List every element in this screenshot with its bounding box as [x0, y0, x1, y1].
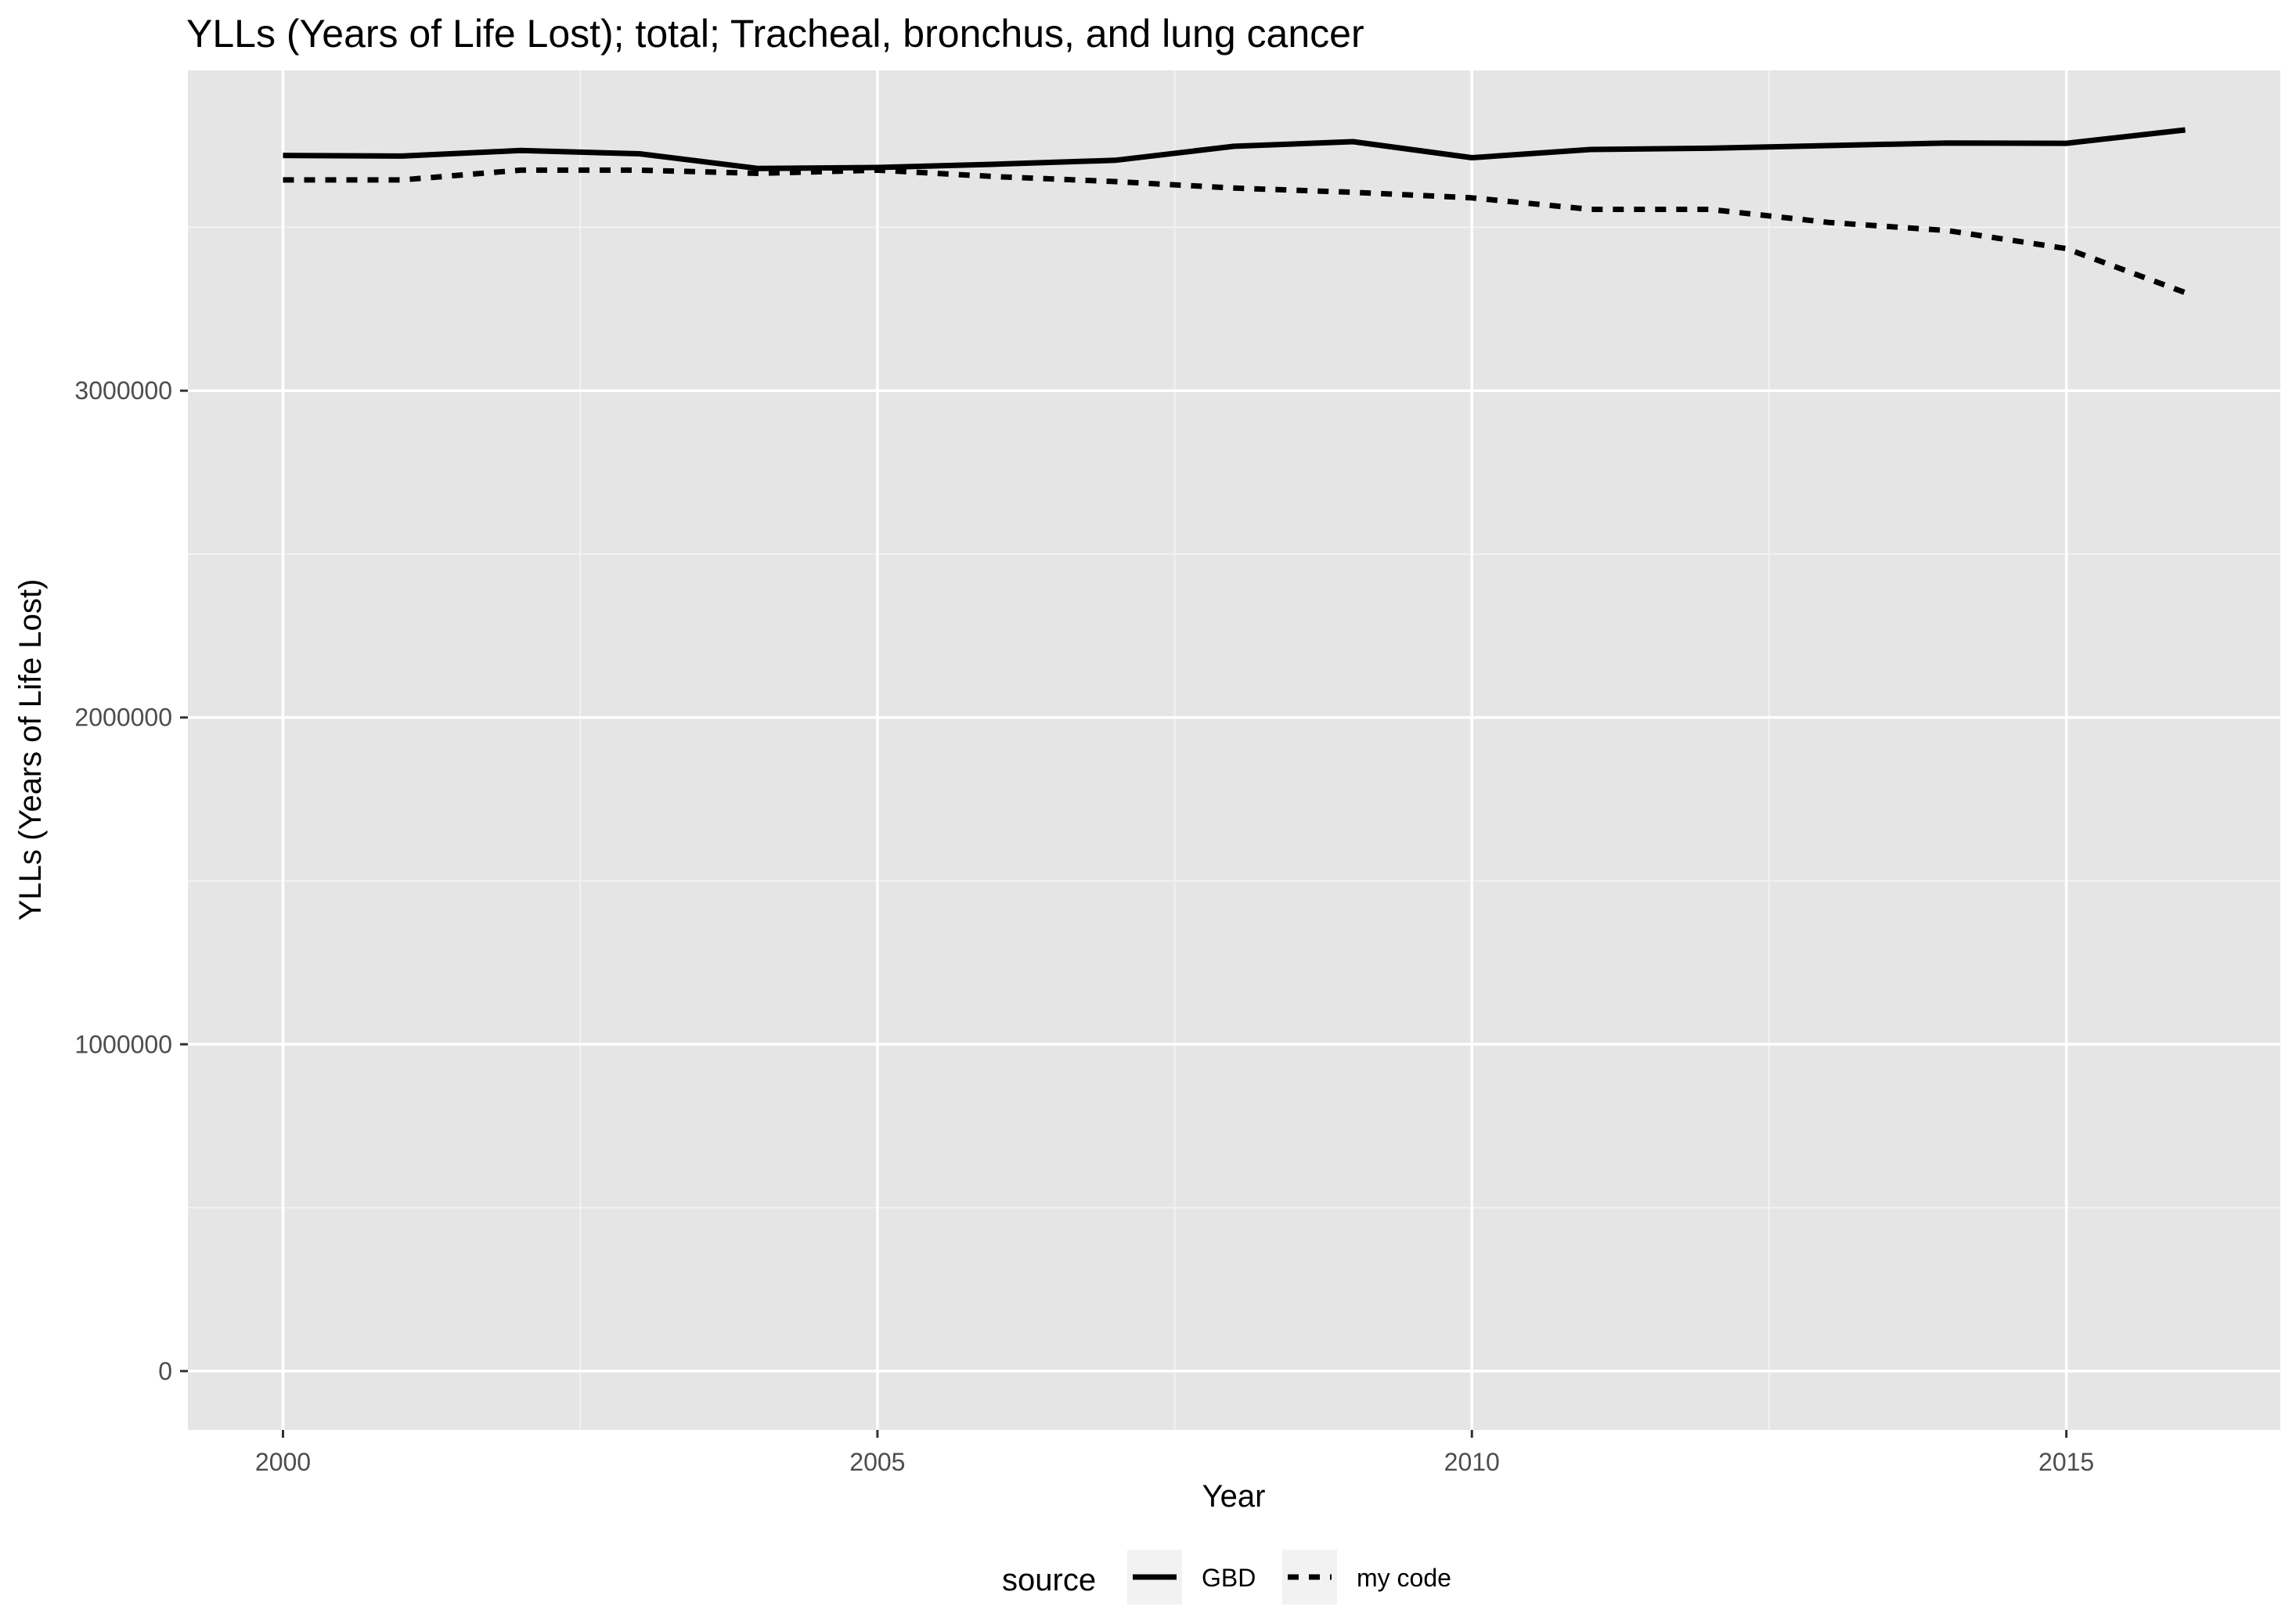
- x-axis-title: Year: [1202, 1479, 1266, 1514]
- y-tick-label: 1000000: [74, 1030, 172, 1058]
- series-line-my-code: [283, 167, 2186, 296]
- axes: 2000 2005 2010 2015 0 1000000 2000000 3000000: [74, 376, 2094, 1476]
- legend-label-gbd: GBD: [1202, 1564, 1256, 1592]
- series-lines: [283, 127, 2186, 296]
- plot-panel: [188, 70, 2280, 1430]
- legend-title: source: [1002, 1563, 1096, 1597]
- series-line-gbd: [283, 127, 2186, 171]
- y-tick-label: 2000000: [74, 704, 172, 732]
- chart-title: YLLs (Years of Life Lost); total; Trache…: [186, 12, 1364, 56]
- x-tick-label: 2005: [849, 1448, 905, 1476]
- legend: source GBD my code: [1002, 1550, 1451, 1604]
- legend-label-my-code: my code: [1357, 1564, 1451, 1592]
- x-tick-label: 2010: [1444, 1448, 1500, 1476]
- y-tick-label: 3000000: [74, 376, 172, 405]
- grid-lines: [188, 70, 2280, 1430]
- x-tick-label: 2000: [255, 1448, 311, 1476]
- x-tick-label: 2015: [2038, 1448, 2094, 1476]
- y-tick-label: 0: [158, 1357, 172, 1385]
- y-axis-title: YLLs (Years of Life Lost): [13, 579, 48, 921]
